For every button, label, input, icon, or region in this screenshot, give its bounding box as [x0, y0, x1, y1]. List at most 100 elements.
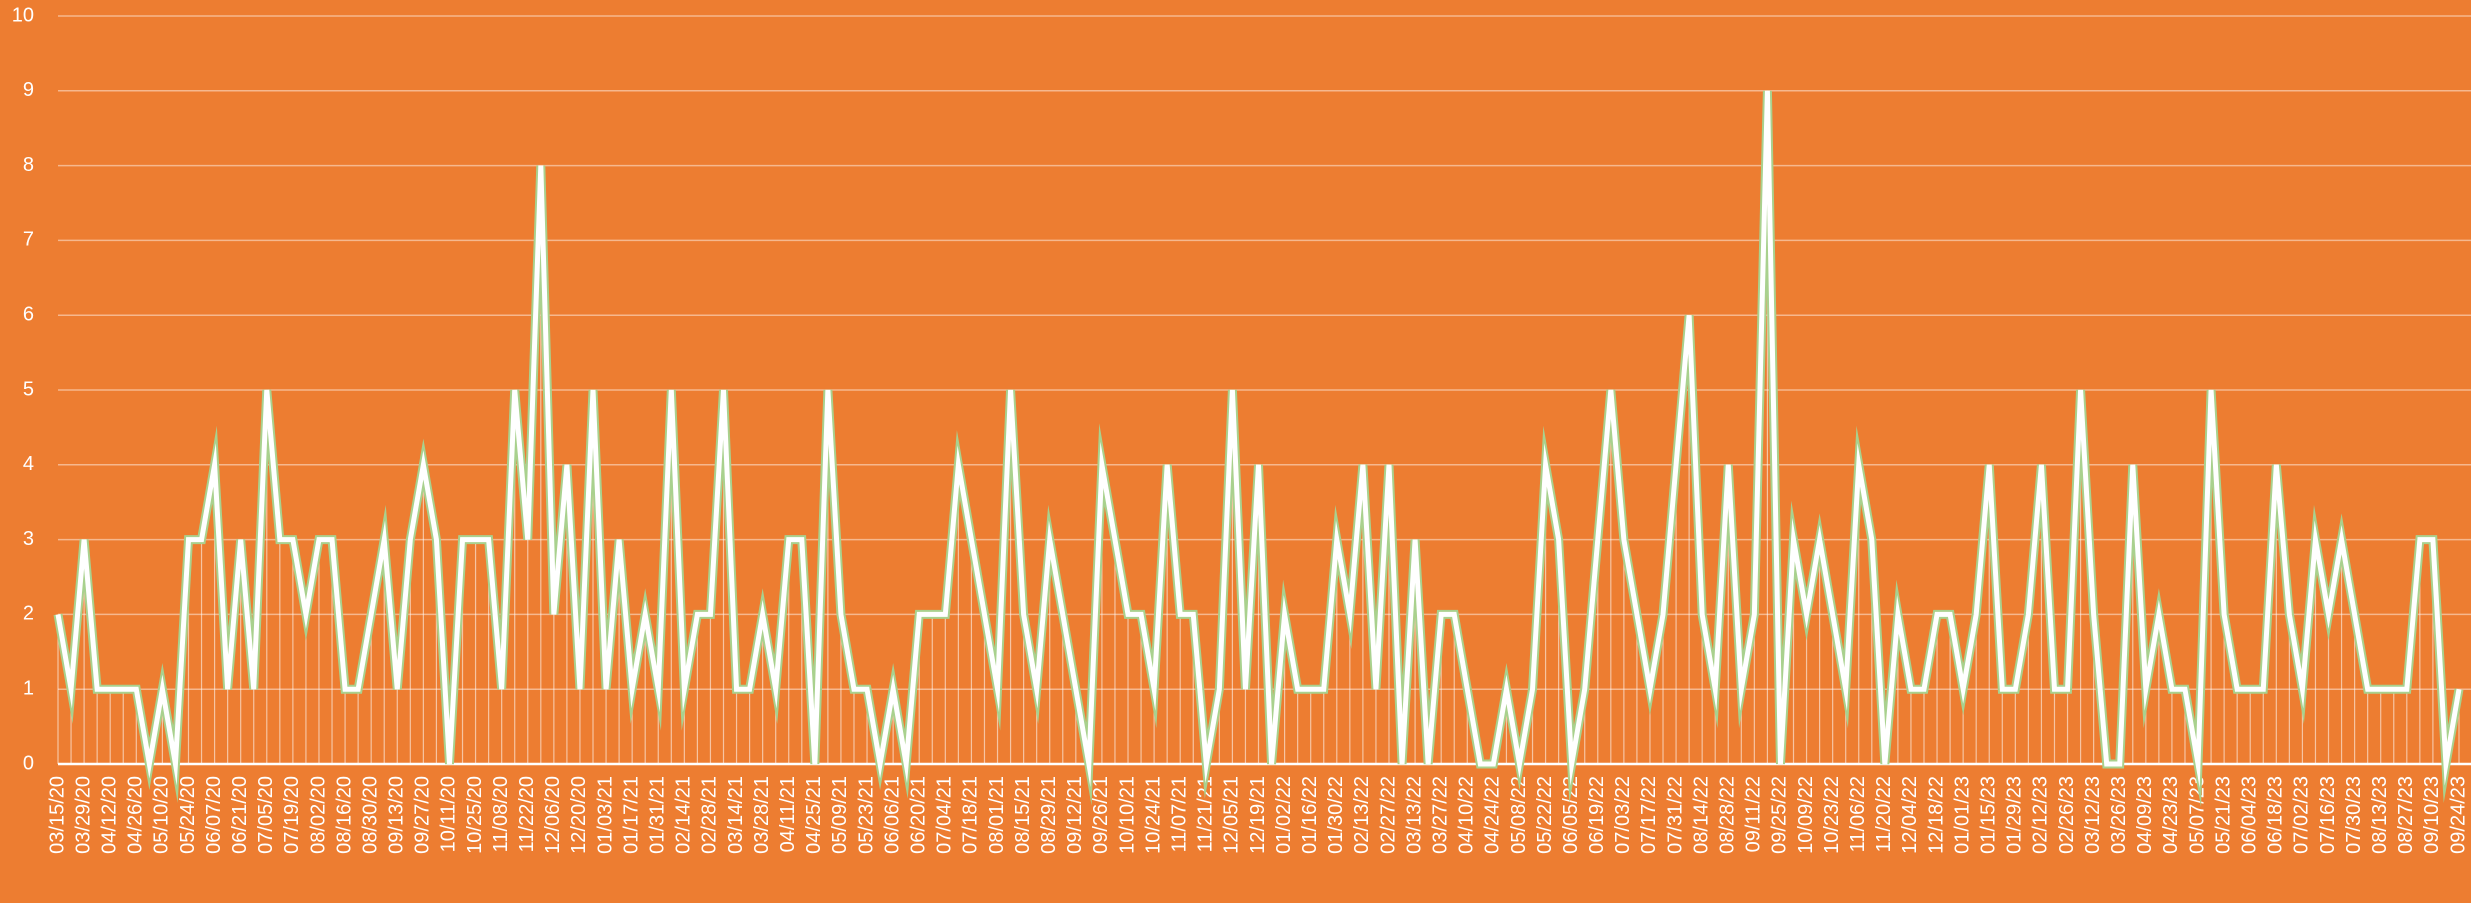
x-tick-label: 08/27/23 — [2395, 776, 2417, 854]
x-tick-label: 04/12/20 — [98, 776, 120, 854]
x-tick-label: 04/23/23 — [2160, 776, 2182, 854]
x-tick-label: 09/10/23 — [2421, 776, 2443, 854]
y-tick-label: 0 — [23, 752, 34, 774]
x-tick-label: 12/05/21 — [1221, 776, 1243, 854]
x-tick-label: 09/11/22 — [1743, 776, 1765, 852]
x-tick-label: 06/05/22 — [1560, 776, 1582, 854]
x-tick-label: 07/18/21 — [960, 776, 982, 854]
x-tick-label: 04/26/20 — [125, 776, 147, 854]
x-tick-label: 11/08/20 — [490, 776, 512, 852]
x-tick-label: 08/29/21 — [1038, 776, 1060, 854]
x-tick-label: 02/13/22 — [1351, 776, 1373, 854]
x-tick-label: 05/24/20 — [177, 776, 199, 854]
x-tick-label: 04/25/21 — [803, 776, 825, 854]
x-tick-label: 05/10/20 — [151, 776, 173, 854]
x-tick-label: 12/18/22 — [1925, 776, 1947, 854]
x-tick-label: 10/11/20 — [438, 776, 460, 852]
x-tick-label: 04/11/21 — [777, 776, 799, 852]
x-tick-label: 11/21/21 — [1195, 776, 1217, 852]
x-tick-label: 03/14/21 — [725, 776, 747, 854]
x-tick-label: 10/10/21 — [1116, 776, 1138, 854]
x-tick-label: 05/08/22 — [1508, 776, 1530, 854]
x-tick-label: 07/17/22 — [1638, 776, 1660, 854]
x-tick-label: 11/22/20 — [516, 776, 538, 852]
x-tick-label: 03/26/23 — [2108, 776, 2130, 854]
x-tick-label: 10/23/22 — [1821, 776, 1843, 854]
y-tick-label: 8 — [23, 154, 34, 176]
x-tick-label: 11/07/21 — [1168, 776, 1190, 852]
y-tick-label: 3 — [23, 528, 34, 550]
x-tick-label: 01/03/21 — [594, 776, 616, 854]
x-tick-label: 07/31/22 — [1664, 776, 1686, 854]
x-tick-label: 09/13/20 — [386, 776, 408, 854]
x-tick-label: 06/04/23 — [2238, 776, 2260, 854]
x-tick-label: 06/06/21 — [881, 776, 903, 854]
x-tick-label: 06/21/20 — [229, 776, 251, 854]
x-tick-label: 01/17/21 — [620, 776, 642, 854]
x-tick-label: 09/24/23 — [2447, 776, 2469, 854]
x-tick-label: 08/16/20 — [333, 776, 355, 854]
x-tick-label: 10/25/20 — [464, 776, 486, 854]
x-tick-label: 02/14/21 — [673, 776, 695, 854]
x-tick-label: 05/21/23 — [2212, 776, 2234, 854]
x-tick-label: 03/12/23 — [2082, 776, 2104, 854]
x-tick-label: 05/23/21 — [855, 776, 877, 854]
x-tick-label: 01/31/21 — [647, 776, 669, 854]
x-tick-label: 12/04/22 — [1899, 776, 1921, 854]
y-tick-label: 9 — [23, 79, 34, 101]
x-tick-label: 08/14/22 — [1690, 776, 1712, 854]
x-tick-label: 12/20/20 — [568, 776, 590, 854]
x-tick-label: 03/27/22 — [1429, 776, 1451, 854]
y-tick-label: 2 — [23, 603, 34, 625]
x-tick-label: 07/30/23 — [2343, 776, 2365, 854]
x-tick-label: 01/29/23 — [2004, 776, 2026, 854]
x-tick-label: 04/24/22 — [1482, 776, 1504, 854]
x-tick-label: 05/22/22 — [1534, 776, 1556, 854]
x-tick-label: 01/30/22 — [1325, 776, 1347, 854]
x-tick-label: 07/16/23 — [2317, 776, 2339, 854]
x-tick-label: 11/06/22 — [1847, 776, 1869, 852]
x-tick-label: 08/15/21 — [1012, 776, 1034, 854]
x-tick-label: 06/18/23 — [2265, 776, 2287, 854]
x-tick-label: 07/02/23 — [2291, 776, 2313, 854]
x-tick-label: 03/29/20 — [72, 776, 94, 854]
x-tick-label: 04/10/22 — [1456, 776, 1478, 854]
x-tick-label: 07/05/20 — [255, 776, 277, 854]
x-tick-label: 03/28/21 — [751, 776, 773, 854]
x-tick-label: 02/26/23 — [2056, 776, 2078, 854]
x-tick-label: 08/13/23 — [2369, 776, 2391, 854]
x-tick-label: 09/25/22 — [1769, 776, 1791, 854]
x-tick-label: 10/24/21 — [1142, 776, 1164, 854]
x-tick-label: 11/20/22 — [1873, 776, 1895, 852]
x-tick-label: 02/12/23 — [2030, 776, 2052, 854]
x-tick-label: 08/01/21 — [986, 776, 1008, 854]
y-tick-label: 5 — [23, 378, 34, 400]
x-tick-label: 09/26/21 — [1090, 776, 1112, 854]
x-tick-label: 01/01/23 — [1951, 776, 1973, 854]
x-tick-label: 07/19/20 — [281, 776, 303, 854]
x-tick-label: 03/15/20 — [46, 776, 68, 854]
x-tick-label: 01/02/22 — [1273, 776, 1295, 854]
y-tick-label: 1 — [23, 677, 34, 699]
y-tick-label: 10 — [12, 4, 34, 26]
x-tick-label: 05/09/21 — [829, 776, 851, 854]
x-tick-label: 12/19/21 — [1247, 776, 1269, 854]
x-tick-label: 07/03/22 — [1612, 776, 1634, 854]
x-tick-label: 05/07/23 — [2186, 776, 2208, 854]
x-tick-label: 12/06/20 — [542, 776, 564, 854]
x-tick-label: 08/02/20 — [307, 776, 329, 854]
x-tick-label: 06/19/22 — [1586, 776, 1608, 854]
x-tick-label: 01/16/22 — [1299, 776, 1321, 854]
y-tick-label: 6 — [23, 303, 34, 325]
x-tick-label: 02/27/22 — [1377, 776, 1399, 854]
x-tick-label: 08/28/22 — [1717, 776, 1739, 854]
x-tick-label: 03/13/22 — [1403, 776, 1425, 854]
x-tick-label: 09/12/21 — [1064, 776, 1086, 854]
line — [55, 90, 2462, 789]
x-tick-label: 06/20/21 — [908, 776, 930, 854]
x-tick-label: 09/27/20 — [412, 776, 434, 854]
x-tick-label: 04/09/23 — [2134, 776, 2156, 854]
x-tick-label: 02/28/21 — [699, 776, 721, 854]
x-tick-label: 08/30/20 — [359, 776, 381, 854]
